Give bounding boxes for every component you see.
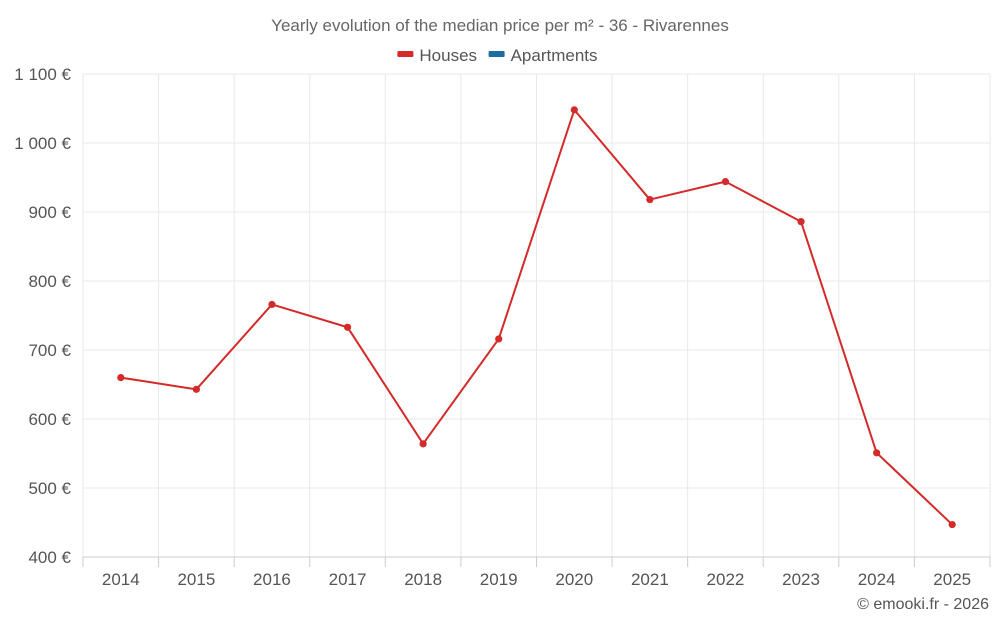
legend-swatch-apartments — [488, 51, 505, 57]
data-point — [646, 195, 654, 204]
x-tick-label: 2017 — [329, 570, 367, 589]
data-point — [721, 178, 730, 186]
data-point — [117, 374, 125, 382]
y-tick-label: 1 000 € — [14, 134, 71, 153]
data-point — [192, 385, 200, 393]
data-point — [948, 520, 956, 529]
y-tick-label: 400 € — [28, 548, 71, 567]
x-tick-label: 2018 — [404, 570, 442, 589]
data-point — [797, 218, 805, 226]
series-layer — [117, 106, 956, 529]
data-point — [343, 323, 352, 331]
y-tick-label: 500 € — [28, 479, 71, 498]
legend-label-houses: Houses — [419, 46, 477, 65]
x-tick-label: 2022 — [707, 570, 745, 589]
legend-swatch-houses — [397, 51, 414, 57]
x-tick-label: 2015 — [177, 570, 215, 589]
data-point — [495, 335, 503, 343]
x-tick-label: 2025 — [933, 570, 971, 589]
y-tick-label: 900 € — [28, 203, 71, 222]
x-tick-label: 2020 — [555, 570, 593, 589]
x-tick-label: 2023 — [782, 570, 820, 589]
y-axis-tick-labels: 400 € 500 € 600 € 700 € 800 € 900 € 1 000 € 1 1… — [14, 65, 71, 567]
series-line-houses — [120, 108, 953, 526]
data-point — [268, 300, 276, 309]
horizontal-gridlines — [83, 73, 990, 489]
y-tick-label: 800 € — [28, 272, 71, 291]
legend: Houses Apartments — [397, 46, 598, 65]
legend-label-apartments: Apartments — [511, 46, 598, 65]
x-tick-label: 2016 — [253, 570, 291, 589]
credit-text: © emooki.fr - 2026 — [857, 596, 989, 613]
chart-title: Yearly evolution of the median price per… — [271, 16, 729, 35]
data-point — [419, 440, 427, 448]
data-point — [873, 449, 881, 457]
x-axis: 2014 2015 2016 2017 2018 2019 2020 2021 2022 2023… — [82, 556, 991, 589]
x-tick-label: 2014 — [102, 570, 140, 589]
x-tick-label: 2021 — [631, 570, 669, 589]
vertical-gridlines — [82, 74, 991, 557]
x-tick-label: 2019 — [480, 570, 518, 589]
data-point — [570, 106, 578, 114]
y-tick-label: 1 100 € — [14, 65, 71, 84]
y-tick-label: 700 € — [28, 341, 71, 360]
y-tick-label: 600 € — [28, 410, 71, 429]
x-tick-label: 2024 — [858, 570, 896, 589]
